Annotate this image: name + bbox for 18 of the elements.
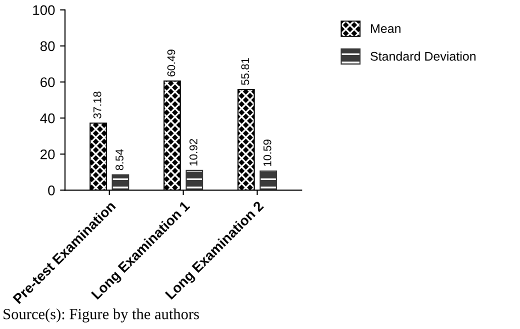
source-note: Source(s): Figure by the authors: [4, 308, 199, 322]
y-tick-label: 100: [33, 5, 55, 16]
data-label: 10.92: [190, 139, 198, 166]
y-tick-label: 80: [40, 41, 55, 52]
bar: [186, 170, 204, 190]
bar: [260, 170, 278, 190]
y-tick-label: 60: [40, 77, 55, 88]
data-label: 55.81: [241, 58, 250, 85]
legend-label: Mean: [371, 24, 400, 33]
bar: [112, 174, 130, 190]
y-tick-label: 0: [48, 185, 55, 196]
y-tick-label: 40: [40, 113, 55, 124]
data-label: 8.54: [116, 149, 124, 170]
data-label: 60.49: [167, 50, 176, 76]
legend-label: Standard Deviation: [370, 52, 476, 61]
data-label: 37.18: [93, 92, 102, 119]
data-label: 10.59: [263, 140, 272, 166]
y-tick-label: 20: [40, 149, 55, 160]
